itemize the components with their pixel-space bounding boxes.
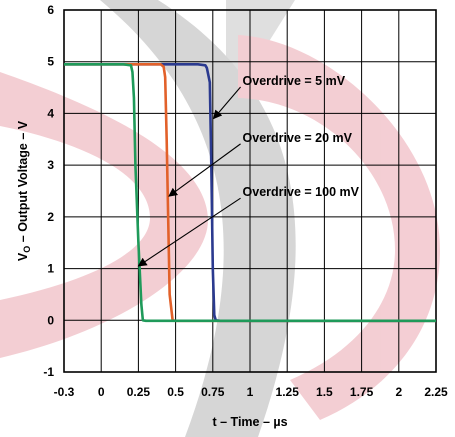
y-tick-label: -1 bbox=[43, 365, 54, 379]
y-tick-label: 6 bbox=[47, 3, 54, 17]
x-tick-label: 0 bbox=[98, 385, 105, 399]
x-tick-label: 0.5 bbox=[167, 385, 184, 399]
x-tick-label: 1.75 bbox=[350, 385, 374, 399]
x-tick-label: 1.25 bbox=[276, 385, 300, 399]
y-tick-label: 0 bbox=[47, 313, 54, 327]
annotation-label-1: Overdrive = 5 mV bbox=[243, 74, 346, 88]
annotations: Overdrive = 5 mV Overdrive = 20 mV Overdri… bbox=[137, 74, 360, 267]
y-tick-label: 3 bbox=[47, 158, 54, 172]
x-axis-title: t – Time – µs bbox=[212, 415, 287, 429]
y-tick-label: 5 bbox=[47, 55, 54, 69]
y-tick-label: 2 bbox=[47, 210, 54, 224]
y-axis-title: VO – Output Voltage – V bbox=[16, 120, 32, 261]
x-tick-label: 2 bbox=[395, 385, 402, 399]
x-tick-labels: -0.3 0 0.25 0.5 0.75 1 1.25 1.5 1.75 2 2.25 bbox=[54, 385, 448, 399]
series-line-3 bbox=[64, 63, 436, 323]
plot-area: Overdrive = 5 mV Overdrive = 20 mV Overdri… bbox=[43, 3, 448, 399]
x-tick-label: 2.25 bbox=[424, 385, 448, 399]
annotation-label-3: Overdrive = 100 mV bbox=[243, 185, 360, 199]
annotation-arrow-3 bbox=[137, 197, 241, 267]
x-tick-label: 1 bbox=[247, 385, 254, 399]
y-axis-title-subscript: O bbox=[22, 246, 32, 253]
annotation-arrow-2 bbox=[168, 143, 241, 197]
x-tick-label: 0.25 bbox=[127, 385, 151, 399]
y-tick-labels: -1 0 1 2 3 4 5 6 bbox=[43, 3, 54, 379]
annotation-label-2: Overdrive = 20 mV bbox=[243, 131, 353, 145]
annotation-arrow-1 bbox=[212, 86, 241, 120]
watermark-logo bbox=[0, 0, 440, 437]
x-tick-label: 0.75 bbox=[201, 385, 225, 399]
y-tick-label: 4 bbox=[47, 106, 54, 120]
x-tick-label: -0.3 bbox=[54, 385, 75, 399]
y-tick-label: 1 bbox=[47, 262, 54, 276]
y-axis-title-main: V bbox=[16, 252, 30, 261]
x-tick-label: 1.5 bbox=[316, 385, 333, 399]
y-axis-title-rest: – Output Voltage – V bbox=[16, 120, 30, 245]
